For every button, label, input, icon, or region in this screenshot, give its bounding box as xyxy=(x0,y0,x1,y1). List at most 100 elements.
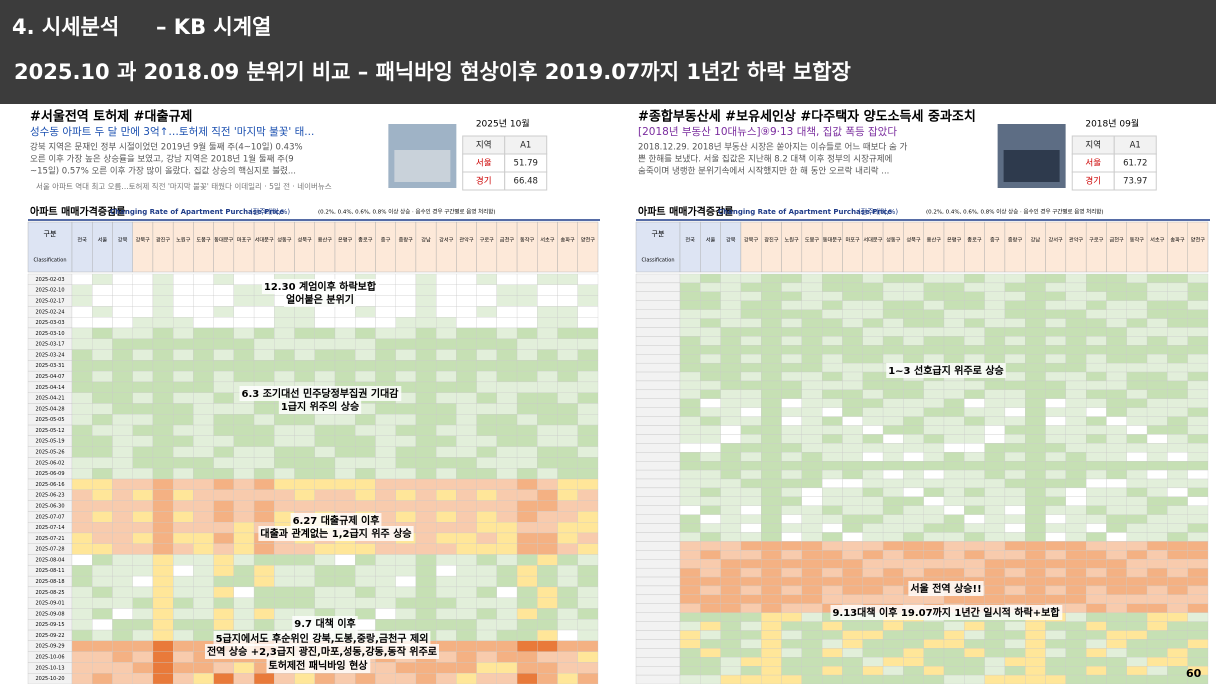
heat-cell xyxy=(537,424,558,436)
heat-cell xyxy=(436,403,457,415)
heat-cell xyxy=(1146,469,1168,480)
heat-cell xyxy=(476,360,497,372)
heat-cell xyxy=(395,468,417,480)
heat-cell xyxy=(1045,496,1066,506)
heat-cell xyxy=(395,295,417,307)
heat-cell xyxy=(132,543,154,555)
heat-cell xyxy=(92,489,113,501)
heat-cell xyxy=(557,554,578,566)
heat-cell xyxy=(415,522,437,534)
heat-cell xyxy=(842,621,863,631)
row-label-cell xyxy=(635,345,681,355)
row-date: 2025-03-10 xyxy=(35,331,64,337)
heat-cell xyxy=(801,362,823,373)
heat-cell xyxy=(415,403,437,415)
heat-cell xyxy=(903,657,924,667)
heat-cell xyxy=(537,338,558,350)
heat-cell xyxy=(842,514,863,524)
heat-cell xyxy=(92,360,113,372)
heat-cell xyxy=(964,380,985,391)
heat-cell xyxy=(761,461,782,471)
heat-cell xyxy=(1025,380,1046,391)
heat-cell xyxy=(112,586,133,598)
heat-cell xyxy=(355,295,376,307)
heat-cell xyxy=(496,586,518,598)
heat-cell xyxy=(1187,300,1209,310)
heat-cell xyxy=(496,640,518,652)
heat-cell xyxy=(334,349,356,361)
heat-cell xyxy=(801,282,823,292)
heat-cell xyxy=(294,554,315,566)
column-head: 송파구 xyxy=(1170,236,1185,244)
heat-cell xyxy=(1167,603,1188,613)
heat-cell xyxy=(314,597,336,609)
heat-cell xyxy=(132,629,154,641)
heat-cell xyxy=(801,567,823,578)
heat-cell xyxy=(1065,336,1087,346)
heat-cell xyxy=(1106,398,1127,408)
heat-cell xyxy=(375,619,396,631)
heat-cell xyxy=(496,414,518,426)
heat-cell xyxy=(274,327,295,339)
heat-cell xyxy=(71,586,93,598)
column-head: 양천구 xyxy=(581,236,596,244)
mini-text: 경기 xyxy=(1085,176,1101,187)
heat-cell xyxy=(984,657,1006,667)
heat-cell xyxy=(375,543,396,555)
column-head-cell xyxy=(314,221,336,273)
heat-cell xyxy=(173,500,194,512)
heat-cell xyxy=(314,424,336,436)
heat-cell xyxy=(984,469,1006,480)
heat-cell xyxy=(577,306,599,318)
heat-cell xyxy=(923,425,945,435)
heat-cell xyxy=(822,594,843,604)
heat-cell xyxy=(700,291,721,301)
heat-cell xyxy=(496,284,518,296)
column-head-cell xyxy=(700,221,721,273)
heat-cell xyxy=(456,597,477,609)
heat-cell xyxy=(1086,541,1107,551)
row-label-cell xyxy=(635,666,681,676)
heat-cell xyxy=(577,403,599,415)
heat-cell xyxy=(1086,657,1107,667)
heat-cell xyxy=(862,541,884,551)
heat-cell xyxy=(1004,425,1026,435)
heat-cell xyxy=(173,317,194,329)
heat-cell xyxy=(395,414,417,426)
heat-cell xyxy=(882,523,904,533)
heat-cell xyxy=(1187,657,1209,667)
heat-cell xyxy=(882,354,904,364)
heat-cell xyxy=(355,317,376,329)
heat-cell xyxy=(436,478,457,490)
heat-cell xyxy=(679,559,701,569)
heat-cell xyxy=(456,457,477,469)
heat-cell xyxy=(964,443,985,453)
heat-cell xyxy=(375,586,396,598)
heat-cell xyxy=(193,619,214,631)
row-label-cell xyxy=(635,452,681,462)
heat-cell xyxy=(334,597,356,609)
heat-cell xyxy=(1065,550,1087,560)
heat-cell xyxy=(173,619,194,631)
heat-cell xyxy=(537,370,558,383)
annotation: 1급지 위주의 상승 xyxy=(281,400,359,413)
column-head-cell xyxy=(964,221,985,273)
row-date: 2025-06-16 xyxy=(35,482,64,488)
heat-cell xyxy=(375,608,396,620)
heat-cell xyxy=(1086,612,1107,622)
heat-cell xyxy=(1025,416,1046,426)
heat-cell xyxy=(903,648,924,658)
heat-cell xyxy=(1086,674,1107,685)
heat-cell xyxy=(1045,362,1066,373)
heat-cell xyxy=(355,468,376,480)
heat-cell xyxy=(822,478,843,489)
heat-cell xyxy=(1025,282,1046,292)
heat-cell xyxy=(679,585,701,596)
heat-cell xyxy=(903,309,924,319)
heat-cell xyxy=(1004,291,1026,301)
heat-cell xyxy=(761,318,782,328)
heat-cell xyxy=(132,349,154,361)
heat-cell xyxy=(516,608,538,620)
heat-cell xyxy=(1045,309,1066,319)
row-label-cell xyxy=(635,434,681,444)
